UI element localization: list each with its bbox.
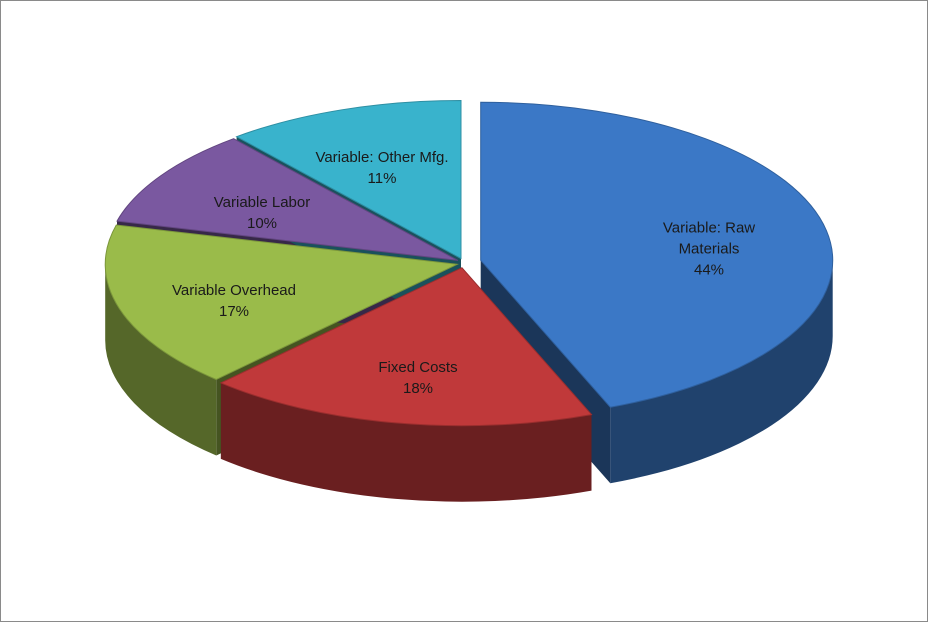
value-label: 18% — [402, 380, 434, 397]
slice — [104, 224, 459, 381]
category-label: Variable Overhead — [172, 282, 296, 299]
slice-label: Variable Labor 10% — [187, 192, 337, 234]
slice — [480, 101, 834, 408]
category-label: Variable: Raw Materials — [662, 219, 756, 258]
slice-label: Variable: Other Mfg. 11% — [307, 147, 457, 189]
category-label: Variable: Other Mfg. — [315, 149, 449, 166]
slice-wall — [610, 260, 833, 484]
value-label: 17% — [218, 303, 250, 320]
category-label: Fixed Costs — [378, 359, 458, 376]
slice-label: Variable Overhead 17% — [159, 280, 309, 322]
slice — [235, 99, 462, 260]
slice-label: Variable: Raw Materials 44% — [634, 218, 784, 281]
category-label: Variable Labor — [213, 194, 311, 211]
value-label: 44% — [693, 261, 725, 279]
slice — [116, 138, 459, 261]
slice-wall — [220, 382, 592, 502]
value-label: 11% — [367, 170, 397, 187]
slice-wall — [105, 264, 217, 456]
value-label: 10% — [246, 215, 278, 232]
slice-label: Fixed Costs 18% — [343, 357, 493, 399]
slice — [219, 267, 593, 427]
